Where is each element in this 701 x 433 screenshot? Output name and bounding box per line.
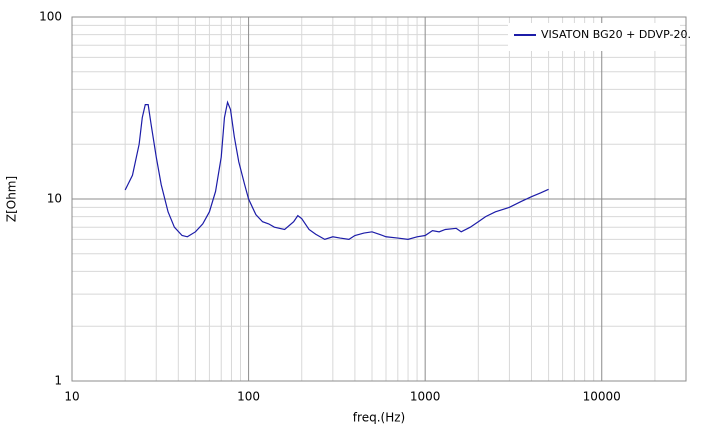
x-axis-label: freq.(Hz)	[353, 411, 405, 425]
x-tick-label: 1000	[410, 390, 441, 404]
legend: VISATON BG20 + DDVP-20.	[508, 23, 691, 51]
plot-frame	[71, 16, 687, 382]
legend-box	[508, 23, 680, 51]
y-axis-label: Z[Ohm]	[5, 176, 19, 222]
x-tick-label: 100	[237, 390, 260, 404]
y-tick-label: 1	[54, 374, 62, 388]
x-tick-label: 10	[64, 390, 79, 404]
line	[124, 100, 549, 241]
grid	[71, 16, 686, 382]
x-tick-label: 10000	[583, 390, 621, 404]
legend-label: VISATON BG20 + DDVP-20.	[541, 28, 691, 41]
y-tick-label: 10	[47, 192, 62, 206]
y-tick-label: 100	[39, 10, 62, 24]
